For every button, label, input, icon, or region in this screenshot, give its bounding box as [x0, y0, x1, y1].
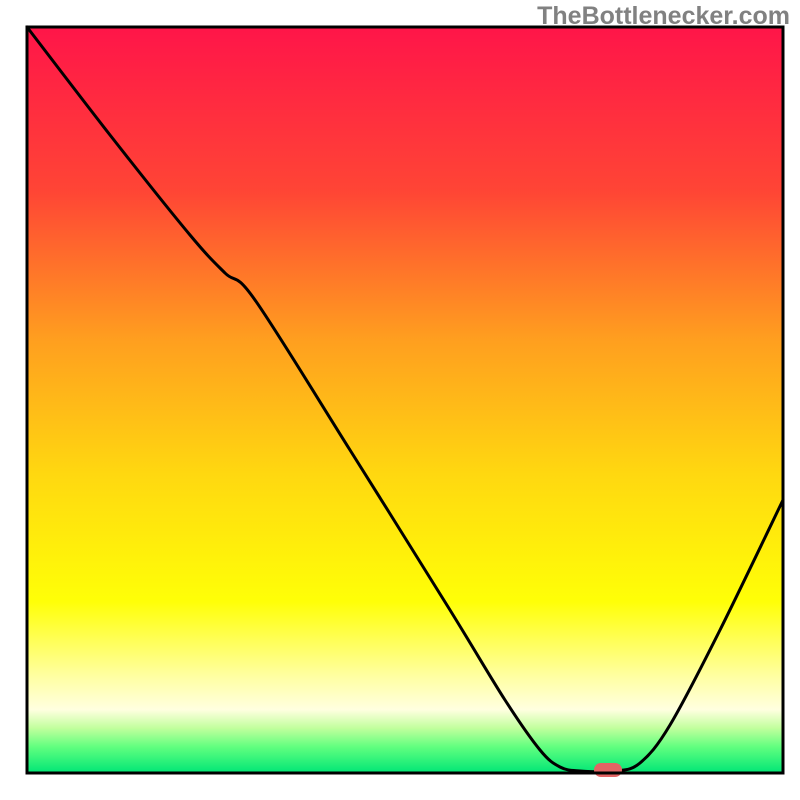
chart-container: TheBottlenecker.com — [0, 0, 800, 800]
chart-svg — [0, 0, 800, 800]
optimum-marker — [594, 763, 622, 777]
watermark-text: TheBottlenecker.com — [537, 2, 790, 31]
plot-background — [27, 27, 783, 773]
